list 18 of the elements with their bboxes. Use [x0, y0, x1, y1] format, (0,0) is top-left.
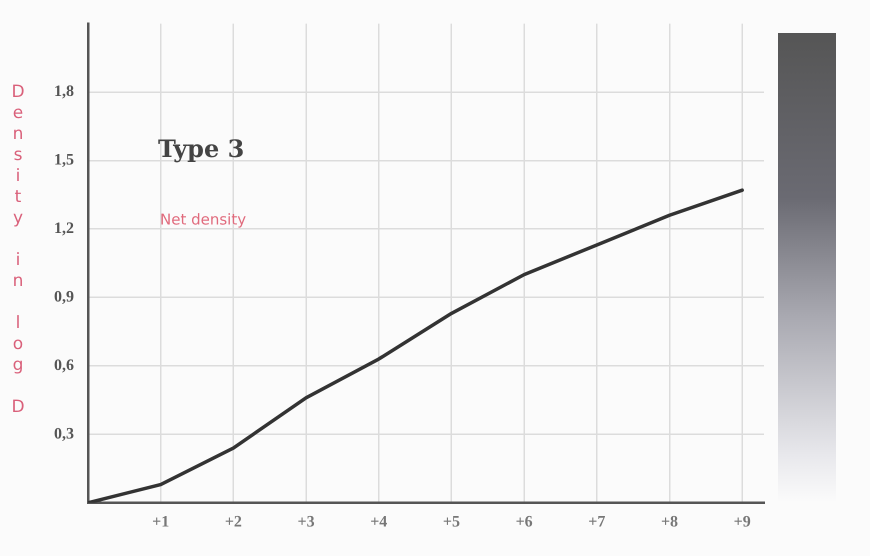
annotation: Net density [160, 210, 246, 228]
y-tick-label: 0,3 [54, 425, 74, 442]
y-tick-label: 1,8 [54, 83, 74, 100]
y-axis-title: Density in log D [8, 82, 28, 420]
x-tick-label: +5 [442, 514, 460, 531]
x-tick-label: +4 [370, 514, 388, 531]
y-tick-label: 1,5 [54, 152, 74, 169]
x-tick-label: +9 [734, 514, 751, 531]
x-tick-label: +8 [660, 514, 678, 531]
x-tick-label: +7 [588, 514, 606, 531]
text: Type 3 [158, 134, 244, 163]
x-tick-label: +1 [152, 514, 170, 531]
x-tick-label: +2 [224, 514, 242, 531]
x-tick-label: +6 [516, 514, 533, 531]
y-tick-label: 1,2 [54, 220, 74, 238]
y-tick-label: 0,9 [54, 288, 74, 306]
x-tick-label: +3 [298, 514, 315, 531]
y-tick-label: 0,6 [54, 357, 74, 374]
